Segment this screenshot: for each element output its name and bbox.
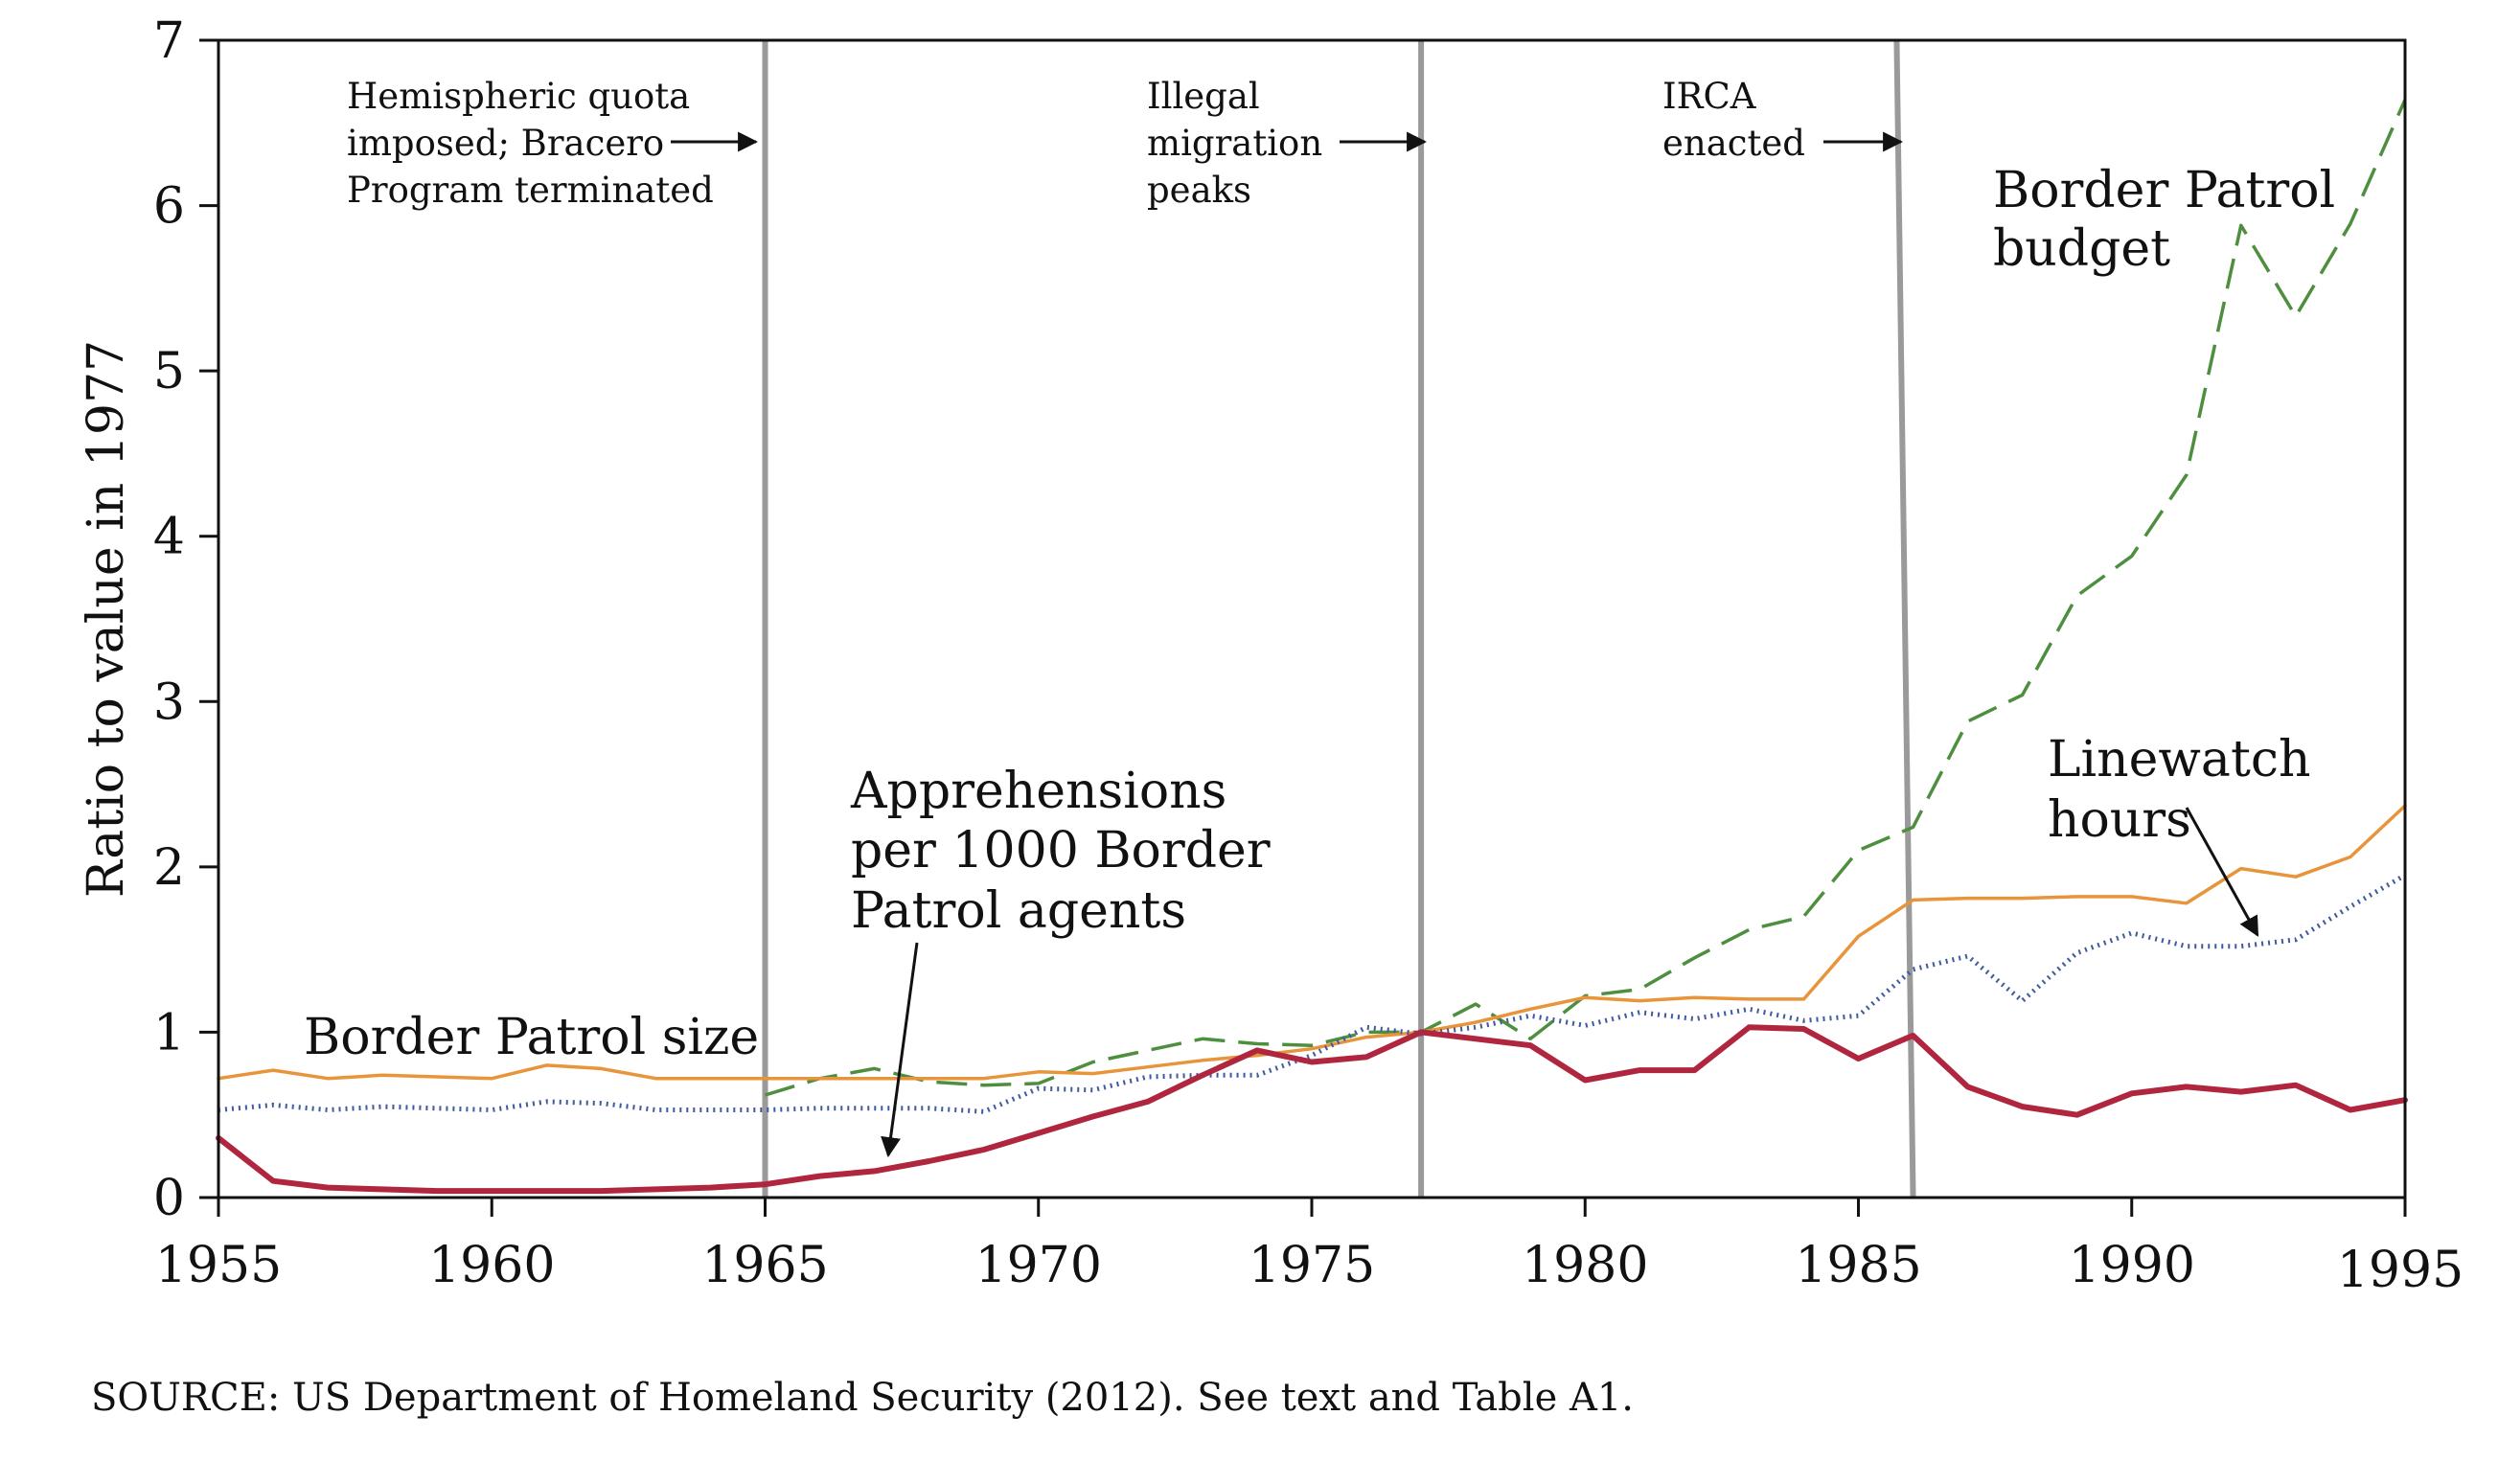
x-tick-label: 1970 — [975, 1237, 1102, 1294]
apprehensions-arrow — [881, 942, 919, 1158]
border-patrol-size-label: Border Patrol size — [304, 1009, 759, 1066]
x-tick-label: 1985 — [1795, 1237, 1921, 1294]
x-tick-label: 1955 — [155, 1237, 282, 1294]
series-line-linewatch-hours — [218, 873, 2407, 1114]
event-1-label-line-3: Program terminated — [347, 170, 714, 211]
linewatch-label-line-2: hours — [2048, 791, 2191, 849]
x-tick-label: 1965 — [701, 1237, 828, 1294]
series-line-apprehensions-per-1000-border-patrol-agents — [216, 1024, 2408, 1195]
linewatch-arrow — [2185, 807, 2259, 937]
y-tick-label: 1 — [153, 1004, 185, 1062]
y-tick-label: 6 — [153, 178, 185, 236]
x-axis-ticks: 1955 1960 1965 1970 1975 1980 1985 1990 1995 — [155, 1198, 2464, 1299]
apprehensions-label-line-1: Apprehensions — [850, 763, 1226, 820]
event-1-label-line-1: Hemispheric quota — [347, 76, 690, 117]
y-tick-label: 7 — [153, 12, 185, 70]
event-2-label-line-2: migration — [1147, 123, 1322, 164]
y-tick-label: 4 — [153, 509, 185, 566]
budget-label-line-1: Border Patrol — [1993, 162, 2335, 219]
event-2-label-line-3: peaks — [1147, 170, 1251, 211]
apprehensions-label-line-2: per 1000 Border — [851, 822, 1271, 879]
event-1-label-line-2: imposed; Bracero — [347, 123, 664, 164]
x-tick-label: 1975 — [1249, 1237, 1375, 1294]
x-tick-label: 1960 — [428, 1237, 555, 1294]
apprehensions-label-line-3: Patrol agents — [851, 882, 1186, 940]
x-tick-label: 1990 — [2069, 1237, 2195, 1294]
series-layer — [216, 99, 2408, 1195]
event-lines — [762, 39, 1916, 1199]
y-axis-ticks: 0 1 2 3 4 5 6 7 — [153, 12, 218, 1227]
x-tick-label: 1995 — [2337, 1242, 2464, 1299]
y-tick-label: 5 — [153, 343, 185, 400]
event-3-label-line-2: enacted — [1662, 123, 1805, 164]
source-note: SOURCE: US Department of Homeland Securi… — [91, 1376, 1634, 1420]
event-2-label-line-1: Illegal — [1147, 76, 1260, 117]
y-tick-label: 3 — [153, 674, 185, 731]
x-tick-label: 1980 — [1522, 1237, 1648, 1294]
y-axis-title: Ratio to value in 1977 — [78, 340, 135, 898]
linewatch-label-line-1: Linewatch — [2048, 731, 2310, 788]
budget-label-line-2: budget — [1993, 220, 2170, 278]
event-3-label-line-1: IRCA — [1662, 76, 1757, 117]
event-line-3 — [1893, 39, 1916, 1199]
series-line-border-patrol-size — [217, 804, 2407, 1081]
y-tick-label: 2 — [153, 839, 185, 897]
y-tick-label: 0 — [153, 1170, 185, 1227]
